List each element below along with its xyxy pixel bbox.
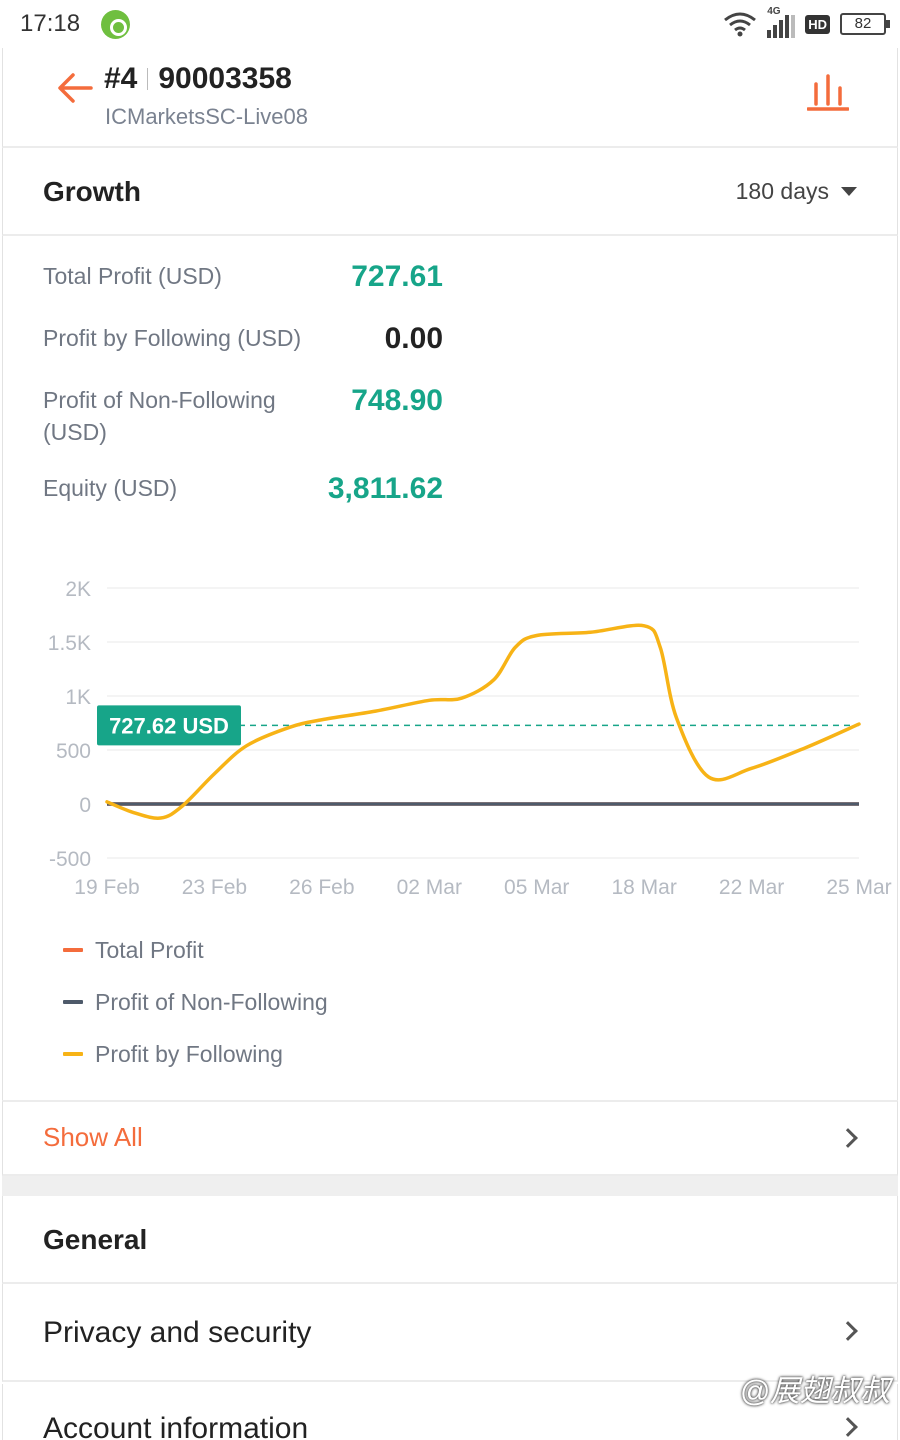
chevron-right-icon <box>838 1128 858 1148</box>
y-tick-label: -500 <box>49 848 91 871</box>
stat-value-profit-by-following: 0.00 <box>384 322 443 355</box>
status-time: 17:18 <box>20 10 81 37</box>
y-tick-label: 500 <box>56 740 91 763</box>
status-bar: 17:18 4G HD 82 <box>0 0 900 48</box>
stat-label-equity: Equity (USD) <box>43 475 178 501</box>
legend-label: Profit of Non-Following <box>95 988 328 1015</box>
stat-label-total-profit: Total Profit (USD) <box>43 263 222 289</box>
y-tick-label: 1K <box>65 686 91 709</box>
app-header: #4 90003358 ICMarketsSC-Live08 <box>2 48 898 148</box>
marker-label: 727.62 USD <box>109 713 229 738</box>
stat-label-profit-by-following: Profit by Following (USD) <box>43 325 302 351</box>
general-header: General <box>2 1196 898 1284</box>
period-value: 180 days <box>735 178 829 204</box>
stat-value-profit-non-following: 748.90 <box>351 384 443 417</box>
growth-panel: Total Profit (USD) 727.61 Profit by Foll… <box>2 236 898 1102</box>
legend-item-total-profit: Total Profit <box>63 924 328 976</box>
period-select[interactable]: 180 days <box>736 178 857 205</box>
x-tick-label: 25 Mar <box>826 876 891 899</box>
title-divider <box>147 68 149 90</box>
back-arrow-icon[interactable] <box>55 68 95 108</box>
y-tick-label: 1.5K <box>48 632 91 655</box>
x-tick-label: 05 Mar <box>504 876 569 899</box>
signal-icon: 4G <box>767 6 796 38</box>
account-index: #4 <box>104 62 138 95</box>
marker-label-box <box>97 705 241 746</box>
legend-swatch <box>63 948 83 952</box>
menu-item-label: Account information <box>43 1412 309 1440</box>
menu-item-account-information[interactable]: Account information <box>2 1384 898 1440</box>
legend-item-profit-by-following: Profit by Following <box>63 1028 328 1080</box>
battery-icon: 82 <box>840 13 890 35</box>
growth-chart: 2K 1.5K 1K 500 0 -500 19 Feb 23 Feb 26 Feb 02 Mar… <box>3 572 899 902</box>
x-tick-label: 22 Mar <box>719 876 784 899</box>
general-title: General <box>43 1224 148 1255</box>
x-tick-label: 18 Mar <box>611 876 676 899</box>
growth-chart-svg: 2K 1.5K 1K 500 0 -500 19 Feb 23 Feb 26 Feb 02 Mar… <box>48 578 892 899</box>
x-tick-label: 26 Feb <box>289 876 354 899</box>
menu-item-label: Privacy and security <box>43 1316 312 1349</box>
app-notification-icon <box>101 10 130 39</box>
chevron-right-icon <box>838 1321 858 1341</box>
legend-item-profit-non-following: Profit of Non-Following <box>63 976 328 1028</box>
legend-swatch <box>63 1000 83 1004</box>
legend-swatch <box>63 1052 83 1056</box>
server-name: ICMarketsSC-Live08 <box>105 104 308 129</box>
x-tick-label: 02 Mar <box>397 876 462 899</box>
menu-item-privacy-security[interactable]: Privacy and security <box>2 1284 898 1382</box>
series-line-profit-by-following <box>105 623 861 820</box>
network-type: 4G <box>767 6 781 17</box>
status-indicators: 4G HD 82 <box>723 6 890 40</box>
stat-label-profit-non-following: Profit of Non-Following (USD) <box>43 387 276 445</box>
y-tick-label: 2K <box>65 578 91 601</box>
x-tick-label: 19 Feb <box>74 876 139 899</box>
growth-header: Growth 180 days <box>2 148 898 236</box>
show-all-row[interactable]: Show All <box>2 1100 898 1176</box>
legend-label: Total Profit <box>95 936 204 963</box>
chevron-right-icon <box>838 1417 858 1437</box>
bar-chart-icon[interactable] <box>807 74 849 112</box>
watermark: @展翅叔叔 <box>739 1375 890 1408</box>
stat-value-total-profit: 727.61 <box>351 260 443 293</box>
caret-down-icon <box>841 187 857 196</box>
y-tick-label: 0 <box>79 794 91 817</box>
chart-legend: Total Profit Profit of Non-Following Pro… <box>63 924 328 1080</box>
section-gap <box>2 1176 898 1196</box>
x-tick-label: 23 Feb <box>182 876 247 899</box>
account-number: 90003358 <box>158 62 292 95</box>
stat-value-equity: 3,811.62 <box>327 472 443 505</box>
show-all-label: Show All <box>43 1122 143 1152</box>
wifi-icon <box>724 12 757 37</box>
hd-badge: HD <box>805 14 830 34</box>
growth-title: Growth <box>43 176 141 207</box>
legend-label: Profit by Following <box>95 1040 283 1067</box>
account-title: #4 90003358 <box>104 62 292 96</box>
